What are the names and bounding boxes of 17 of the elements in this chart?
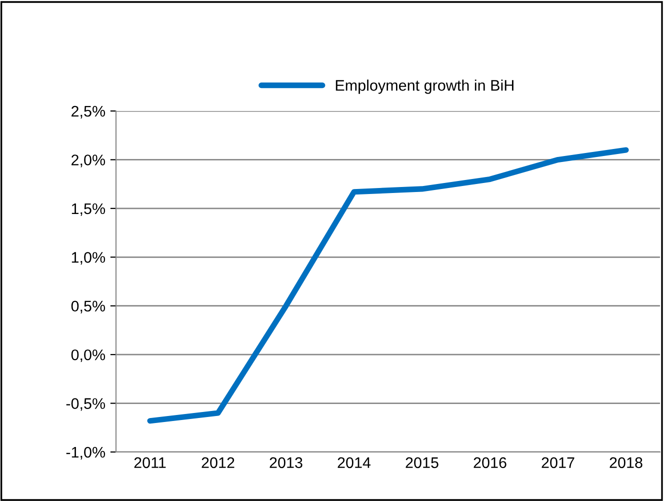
x-tick-label: 2014	[338, 457, 371, 468]
y-tick-label: 0,0%	[71, 349, 106, 362]
y-tick-label: 0,5%	[71, 300, 106, 314]
x-tick-label: 2011	[134, 457, 166, 468]
y-tick-label: -1,0%	[66, 446, 106, 460]
x-tick-label: 2015	[406, 457, 438, 468]
y-tick-label: 2,0%	[72, 154, 106, 168]
legend-label: Employment growth in BiH	[336, 80, 514, 94]
y-tick-label: -0,5%	[66, 398, 106, 411]
x-tick-label: 2017	[542, 457, 574, 468]
y-tick-label: 1,0%	[72, 252, 106, 265]
y-tick-label: 1,5%	[72, 203, 106, 216]
x-tick-label: 2018	[610, 457, 642, 468]
y-tick-label: 2,5%	[72, 106, 106, 118]
x-tick-label: 2016	[474, 457, 506, 468]
x-tick-label: 2013	[270, 457, 302, 468]
x-tick-label: 2012	[202, 457, 234, 468]
